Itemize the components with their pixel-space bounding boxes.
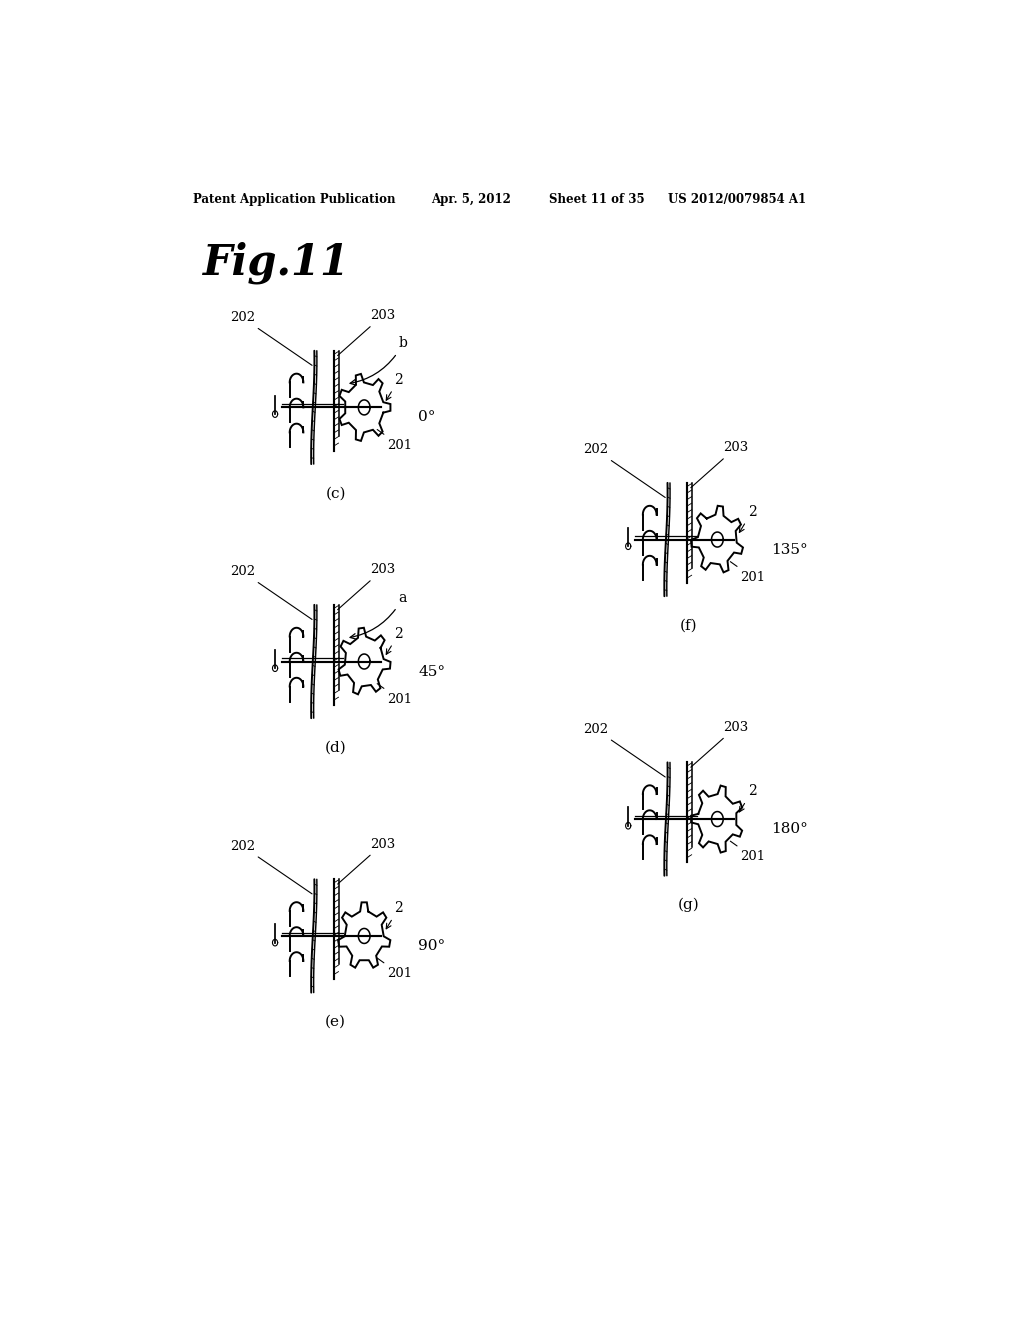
Text: 202: 202 — [583, 723, 666, 777]
Text: 2: 2 — [739, 504, 757, 532]
Text: 201: 201 — [730, 841, 765, 863]
Text: Apr. 5, 2012: Apr. 5, 2012 — [431, 193, 511, 206]
Text: 203: 203 — [691, 441, 749, 487]
Text: 202: 202 — [583, 444, 666, 498]
Text: 45°: 45° — [418, 664, 445, 678]
Text: a: a — [350, 590, 408, 639]
Text: (e): (e) — [325, 1015, 346, 1030]
Text: 201: 201 — [730, 562, 765, 583]
Text: 180°: 180° — [771, 822, 808, 836]
Text: 2: 2 — [739, 784, 757, 812]
Text: Patent Application Publication: Patent Application Publication — [194, 193, 395, 206]
Text: (g): (g) — [678, 898, 699, 912]
Text: 135°: 135° — [771, 543, 808, 557]
Text: (c): (c) — [326, 487, 346, 500]
Text: 202: 202 — [229, 312, 312, 366]
Text: Fig.11: Fig.11 — [204, 242, 350, 284]
Text: 201: 201 — [377, 958, 412, 981]
Text: 2: 2 — [386, 902, 403, 929]
Text: Sheet 11 of 35: Sheet 11 of 35 — [549, 193, 644, 206]
Text: 90°: 90° — [418, 939, 445, 953]
Text: b: b — [350, 337, 408, 385]
Text: 203: 203 — [338, 564, 395, 610]
Text: (d): (d) — [325, 741, 346, 755]
Text: 0°: 0° — [418, 411, 436, 425]
Text: US 2012/0079854 A1: US 2012/0079854 A1 — [668, 193, 806, 206]
Text: 201: 201 — [377, 429, 412, 451]
Text: 202: 202 — [229, 840, 312, 894]
Text: 202: 202 — [229, 565, 312, 619]
Text: (f): (f) — [680, 619, 697, 632]
Text: 203: 203 — [338, 309, 395, 355]
Text: 2: 2 — [386, 627, 403, 655]
Text: 203: 203 — [338, 838, 395, 884]
Text: 203: 203 — [691, 721, 749, 767]
Text: 2: 2 — [386, 372, 403, 400]
Text: 201: 201 — [377, 684, 412, 706]
